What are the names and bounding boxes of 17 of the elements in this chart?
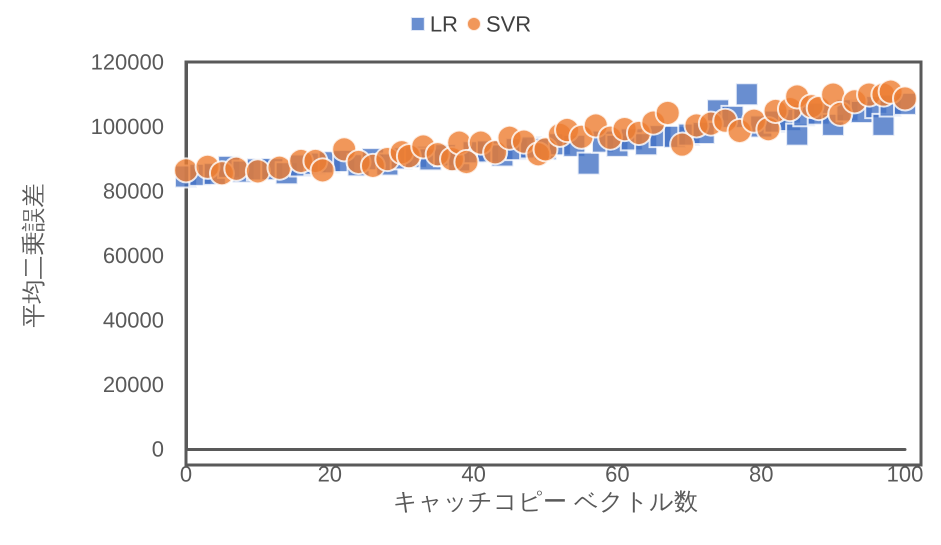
y-tick-label: 60000	[102, 243, 164, 268]
y-tick-label: 0	[152, 436, 164, 462]
x-tick-label: 0	[180, 462, 192, 486]
x-tick-label: 60	[605, 462, 630, 486]
legend-label: LR	[430, 12, 458, 36]
x-tick-label: 100	[886, 462, 924, 486]
x-tick-label: 20	[318, 462, 342, 486]
legend-label: SVR	[486, 12, 532, 36]
y-tick-label: 120000	[90, 50, 164, 74]
x-axis-title: キャッチコピー ベクトル数	[393, 488, 698, 516]
y-tick-label: 80000	[102, 178, 164, 204]
y-axis-title: 平均二乗誤差	[20, 184, 48, 328]
y-tick-label: 40000	[102, 308, 164, 332]
y-tick-label: 20000	[102, 372, 164, 397]
x-tick-label: 40	[461, 462, 486, 486]
x-tick-label: 80	[748, 462, 774, 486]
y-tick-label: 100000	[90, 114, 164, 139]
